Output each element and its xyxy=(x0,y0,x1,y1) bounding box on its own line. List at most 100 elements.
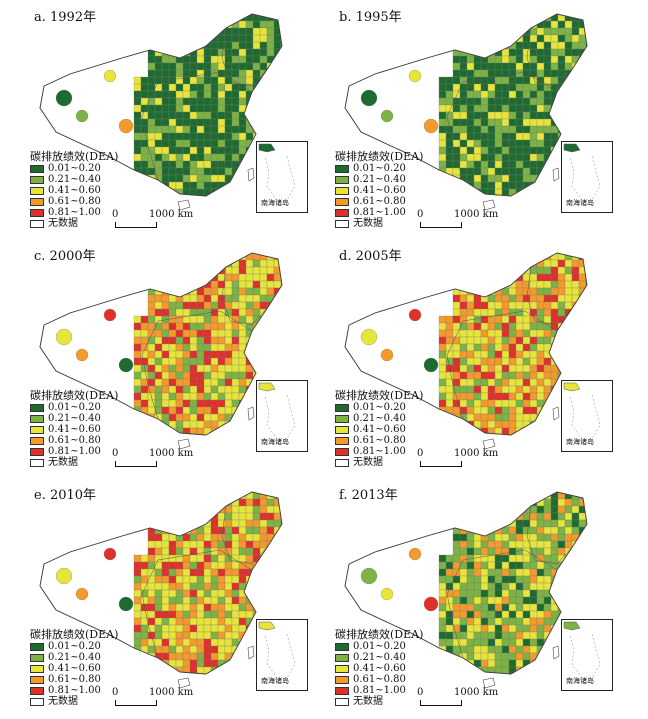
region-cell xyxy=(571,273,580,282)
region-cell xyxy=(452,378,461,387)
scale-zero-label: 0 xyxy=(417,209,424,220)
inset-label: 南海诸岛 xyxy=(566,677,594,685)
region-cell xyxy=(494,561,503,570)
region-cell xyxy=(508,512,517,521)
region-cell xyxy=(466,533,475,542)
region-cell xyxy=(168,41,177,50)
region-cell xyxy=(189,645,198,654)
region-cell xyxy=(585,505,587,514)
region-cell xyxy=(224,132,233,141)
region-cell xyxy=(182,596,191,605)
region-cell xyxy=(217,118,226,127)
legend-label: 0.61~0.80 xyxy=(48,674,101,685)
region-cell xyxy=(501,27,510,36)
region-cell xyxy=(217,547,226,556)
region-cell xyxy=(550,34,559,43)
region-cell xyxy=(161,160,170,169)
region-cell xyxy=(585,357,587,366)
region-cell xyxy=(133,617,142,626)
region-cell xyxy=(133,153,142,162)
region-cell xyxy=(203,118,212,127)
region-cell xyxy=(231,589,240,598)
region-cell xyxy=(536,420,545,429)
region-cell xyxy=(154,519,163,528)
region-cell xyxy=(154,561,163,570)
region-cell xyxy=(217,273,226,282)
region-cell xyxy=(273,83,282,92)
region-cell xyxy=(501,266,510,275)
region-cell xyxy=(133,420,142,429)
region-cell xyxy=(529,253,538,261)
region-cell xyxy=(175,406,184,415)
region-cell xyxy=(238,533,247,542)
region-cell xyxy=(231,139,240,148)
region-cell xyxy=(161,139,170,148)
region-cell xyxy=(452,645,461,654)
scale-max-label: 1000 km xyxy=(149,687,194,698)
region-cell xyxy=(182,385,191,394)
region-cell xyxy=(585,111,587,120)
region-cell xyxy=(494,434,503,435)
region-cell xyxy=(473,273,482,282)
legend-swatch xyxy=(335,175,349,184)
region-cell xyxy=(210,638,219,647)
region-cell xyxy=(252,62,261,71)
legend-item: 0.61~0.80 xyxy=(30,674,118,685)
region-cell xyxy=(252,540,261,549)
region-cell xyxy=(564,568,573,577)
region-cell xyxy=(571,132,580,141)
region-cell xyxy=(154,589,163,598)
legend-swatch xyxy=(335,403,349,412)
region-cell xyxy=(494,139,503,148)
region-cell xyxy=(466,280,475,289)
region-cell xyxy=(154,343,163,352)
region-cell xyxy=(466,336,475,345)
region-cell xyxy=(203,160,212,169)
region-cell xyxy=(203,14,212,22)
region-cell xyxy=(585,27,587,36)
region-cell xyxy=(280,350,282,359)
region-cell xyxy=(501,659,510,668)
legend-item: 0.41~0.60 xyxy=(335,185,423,196)
region-cell xyxy=(536,596,545,605)
region-cell xyxy=(168,589,177,598)
region-cell xyxy=(189,603,198,612)
region-cell xyxy=(280,294,282,303)
region-cell xyxy=(480,90,489,99)
region-cell xyxy=(508,357,517,366)
region-cell xyxy=(168,666,177,674)
legend-title: 碳排放绩效(DEA) xyxy=(30,389,119,402)
region-cell xyxy=(231,392,240,401)
region-cell xyxy=(245,540,254,549)
region-cell xyxy=(522,498,531,507)
region-cell xyxy=(175,266,184,275)
region-cell xyxy=(224,673,233,674)
region-cell xyxy=(217,666,226,674)
region-cell xyxy=(189,399,198,408)
legend-swatch xyxy=(335,664,349,673)
region-cell xyxy=(231,287,240,296)
region-cell xyxy=(182,406,191,415)
region-cell xyxy=(154,554,163,563)
region-cell xyxy=(564,596,573,605)
region-cell xyxy=(529,153,538,162)
region-cell xyxy=(473,69,482,78)
region-cell xyxy=(140,174,149,183)
region-cell xyxy=(231,301,240,310)
region-cell xyxy=(550,659,559,668)
region-cell xyxy=(231,308,240,317)
region-cell xyxy=(480,371,489,380)
region-cell xyxy=(515,357,524,366)
region-cell xyxy=(203,104,212,113)
region-cell xyxy=(175,492,184,500)
region-cell xyxy=(508,160,517,169)
region-cell xyxy=(585,533,587,542)
region-cell xyxy=(210,146,219,155)
region-cell xyxy=(522,582,531,591)
region-cell xyxy=(445,357,454,366)
region-cell xyxy=(196,357,205,366)
region-cell xyxy=(252,266,261,275)
region-cell xyxy=(252,343,261,352)
region-cell xyxy=(245,505,254,514)
region-cell xyxy=(231,492,240,500)
